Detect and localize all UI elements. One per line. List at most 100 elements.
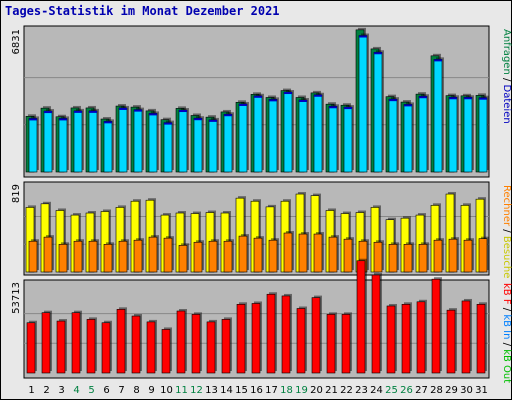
bar-rechner — [178, 245, 188, 273]
bar-rechner — [193, 241, 203, 273]
bar-rechner — [133, 239, 143, 273]
legend-segment: Besuche — [501, 236, 512, 279]
bar-rechner — [73, 240, 83, 273]
legend-segment: kB In — [501, 314, 512, 339]
bar-dateien-cap — [299, 99, 307, 102]
bar-kbf — [461, 300, 471, 374]
bar-kbf — [221, 319, 231, 374]
x-tick-label: 25 — [385, 385, 398, 396]
bar-kbf — [431, 278, 441, 374]
bar-kbf — [386, 305, 396, 374]
bar-dateien — [163, 122, 173, 173]
x-tick-label: 27 — [415, 385, 428, 396]
chart-title: Tages-Statistik im Monat Dezember 2021 — [5, 4, 280, 18]
bar-dateien-cap — [44, 111, 52, 114]
bar-dateien-cap — [104, 121, 112, 124]
bar-rechner — [328, 236, 338, 273]
bar-dateien — [268, 99, 278, 173]
bar-dateien-cap — [434, 59, 442, 62]
bar-dateien — [418, 95, 428, 173]
x-tick-label: 17 — [265, 385, 278, 396]
x-tick-label: 2 — [43, 385, 49, 396]
bar-dateien — [88, 110, 98, 173]
bar-rechner — [433, 239, 443, 273]
bar-dateien-cap — [329, 106, 337, 109]
bar-dateien — [448, 96, 458, 173]
bar-kbf — [326, 314, 336, 374]
bar-dateien — [313, 94, 323, 173]
legend-segment: / — [501, 226, 512, 236]
bar-rechner — [448, 238, 458, 273]
x-tick-label: 1 — [28, 385, 34, 396]
bar-rechner — [418, 244, 428, 273]
bar-dateien-cap — [389, 99, 397, 102]
bar-rechner — [148, 236, 158, 273]
bar-kbf — [176, 310, 186, 374]
bar-dateien — [283, 91, 293, 173]
x-tick-label: 6 — [103, 385, 109, 396]
legend-segment: / — [501, 305, 512, 315]
bar-dateien — [253, 95, 263, 173]
bar-rechner — [58, 244, 68, 273]
bar-rechner — [208, 240, 218, 273]
bar-kbf — [56, 320, 66, 374]
bar-dateien — [328, 105, 338, 173]
bar-rechner — [388, 244, 398, 273]
bar-kbf — [41, 312, 51, 374]
x-tick-label: 31 — [475, 385, 488, 396]
x-tick-label: 15 — [235, 385, 248, 396]
bar-kbf — [341, 314, 351, 374]
x-tick-label: 14 — [220, 385, 233, 396]
bar-dateien-cap — [419, 96, 427, 99]
bar-kbf — [26, 322, 36, 374]
bar-dateien — [388, 98, 398, 173]
bar-rechner — [373, 241, 383, 273]
bar-kbf — [401, 304, 411, 374]
bar-rechner — [163, 237, 173, 273]
bar-rechner — [28, 240, 38, 273]
x-tick-label: 18 — [280, 385, 293, 396]
bar-dateien — [178, 109, 188, 173]
x-tick-label: 7 — [118, 385, 124, 396]
x-tick-label: 19 — [295, 385, 308, 396]
legend-top: Anfragen / Dateien — [501, 29, 512, 124]
bar-dateien — [118, 107, 128, 173]
bar-rechner — [118, 240, 128, 273]
x-tick-label: 24 — [370, 385, 383, 396]
bar-kbf — [356, 260, 366, 374]
x-tick-label: 29 — [445, 385, 458, 396]
legend-segment: kB F — [501, 283, 512, 305]
bar-dateien-cap — [209, 119, 217, 122]
x-tick-label: 21 — [325, 385, 338, 396]
bar-kbf — [251, 303, 261, 374]
bar-dateien-cap — [479, 97, 487, 100]
x-tick-label: 16 — [250, 385, 263, 396]
bar-rechner — [268, 239, 278, 273]
x-tick-label: 8 — [133, 385, 139, 396]
bar-dateien-cap — [269, 99, 277, 102]
bar-kbf — [131, 315, 141, 374]
bar-kbf — [281, 295, 291, 374]
bar-dateien-cap — [449, 97, 457, 100]
bar-rechner — [103, 244, 113, 273]
bar-dateien — [73, 110, 83, 173]
bar-kbf — [296, 308, 306, 374]
x-tick-label: 10 — [160, 385, 173, 396]
x-tick-label: 3 — [58, 385, 64, 396]
x-tick-label: 30 — [460, 385, 473, 396]
bar-kbf — [476, 304, 486, 374]
bar-kbf — [446, 309, 456, 374]
bar-dateien — [298, 99, 308, 173]
bar-rechner — [88, 240, 98, 273]
bar-dateien-cap — [404, 104, 412, 107]
bar-kbf — [266, 293, 276, 374]
legend-segment: / — [501, 75, 512, 85]
legend-segment: / — [501, 339, 512, 349]
legend-middle: Rechner / Besuche — [501, 185, 512, 278]
bar-dateien — [208, 119, 218, 173]
x-tick-label: 22 — [340, 385, 353, 396]
bar-kbf — [371, 274, 381, 374]
bar-dateien — [58, 118, 68, 173]
legend-segment: Anfragen — [501, 29, 512, 75]
bar-dateien-cap — [284, 92, 292, 95]
